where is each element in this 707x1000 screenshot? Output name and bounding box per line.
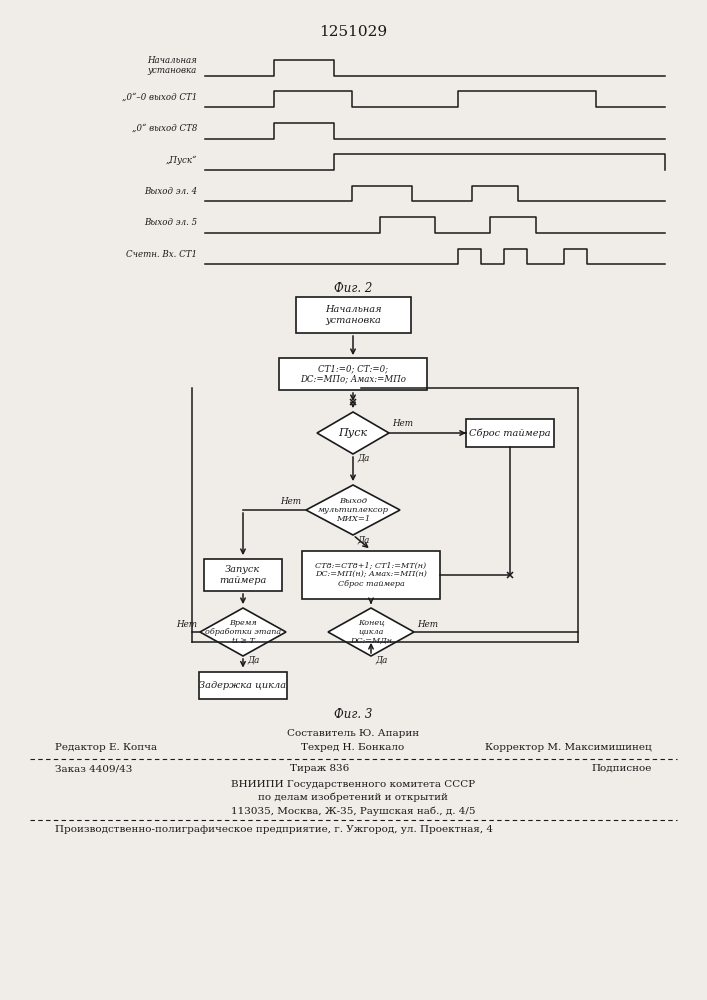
Text: Начальная
установка: Начальная установка (325, 305, 381, 325)
Text: Составитель Ю. Апарин: Составитель Ю. Апарин (287, 729, 419, 738)
Polygon shape (306, 485, 400, 535)
Text: „Пуск“: „Пуск“ (165, 155, 197, 165)
Polygon shape (317, 412, 389, 454)
Text: по делам изобретений и открытий: по делам изобретений и открытий (258, 793, 448, 802)
FancyBboxPatch shape (279, 358, 427, 390)
Text: Фиг. 2: Фиг. 2 (334, 282, 372, 295)
Text: Подписное: Подписное (592, 764, 652, 773)
FancyBboxPatch shape (199, 672, 287, 698)
Text: Фиг. 3: Фиг. 3 (334, 708, 372, 721)
Text: Нет: Нет (280, 497, 301, 506)
Text: 1251029: 1251029 (319, 25, 387, 39)
Text: Нет: Нет (392, 419, 413, 428)
FancyBboxPatch shape (302, 551, 440, 599)
FancyBboxPatch shape (466, 419, 554, 447)
Text: Редактор Е. Копча: Редактор Е. Копча (55, 743, 157, 752)
Text: Корректор М. Максимишинец: Корректор М. Максимишинец (485, 743, 652, 752)
Text: Заказ 4409/43: Заказ 4409/43 (55, 764, 132, 773)
Text: Конец
цикла
DC:=МДн: Конец цикла DC:=МДн (350, 619, 392, 645)
Text: Да: Да (247, 656, 259, 665)
Text: 113035, Москва, Ж-35, Раушская наб., д. 4/5: 113035, Москва, Ж-35, Раушская наб., д. … (230, 806, 475, 816)
Text: Тираж 836: Тираж 836 (290, 764, 349, 773)
Text: Да: Да (375, 656, 387, 665)
Text: Задержка цикла: Задержка цикла (199, 680, 286, 690)
Text: Нет: Нет (176, 620, 197, 629)
Text: Счетн. Вх. СТ1: Счетн. Вх. СТ1 (126, 250, 197, 259)
Polygon shape (328, 608, 414, 656)
Text: Запуск
таймера: Запуск таймера (219, 565, 267, 585)
Text: Начальная
установка: Начальная установка (147, 56, 197, 75)
Text: „0“ выход СТ8: „0“ выход СТ8 (132, 124, 197, 133)
Text: Выход
мультиплексор
МИХ=1: Выход мультиплексор МИХ=1 (317, 497, 389, 523)
Text: ВНИИПИ Государственного комитета СССР: ВНИИПИ Государственного комитета СССР (231, 780, 475, 789)
Text: Время
обработки этапа
ti ≥ T: Время обработки этапа ti ≥ T (205, 619, 281, 645)
Text: Техред Н. Бонкало: Техред Н. Бонкало (301, 743, 404, 752)
Text: Да: Да (357, 454, 369, 463)
Text: Да: Да (357, 535, 369, 544)
Text: Нет: Нет (417, 620, 438, 629)
Text: Пуск: Пуск (339, 428, 368, 438)
FancyBboxPatch shape (296, 297, 411, 333)
Text: Выход эл. 4: Выход эл. 4 (144, 187, 197, 196)
Text: Производственно-полиграфическое предприятие, г. Ужгород, ул. Проектная, 4: Производственно-полиграфическое предприя… (55, 825, 493, 834)
Text: СТ1:=0; СТ:=0;
DC:=МПо; Aмах:=МПо: СТ1:=0; СТ:=0; DC:=МПо; Aмах:=МПо (300, 364, 406, 384)
Text: „0“–0 выход СТ1: „0“–0 выход СТ1 (122, 93, 197, 102)
Text: СТ8:=СТ8+1; СТ1:=МТ(н)
DC:=МП(н); Aмах:=МП(н)
Сброс таймера: СТ8:=СТ8+1; СТ1:=МТ(н) DC:=МП(н); Aмах:=… (315, 562, 427, 588)
FancyBboxPatch shape (204, 559, 282, 591)
Text: Сброс таймера: Сброс таймера (469, 428, 551, 438)
Polygon shape (200, 608, 286, 656)
Text: Выход эл. 5: Выход эл. 5 (144, 218, 197, 227)
